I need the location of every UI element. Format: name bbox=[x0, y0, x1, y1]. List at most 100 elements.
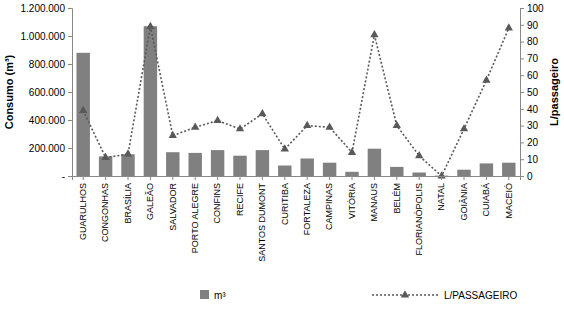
tick-mark bbox=[217, 176, 218, 180]
tick-mark bbox=[486, 176, 487, 180]
tick: 1.000.000 bbox=[21, 31, 73, 42]
bar bbox=[188, 153, 201, 176]
tick: FLORIANÓPOLIS bbox=[414, 176, 424, 256]
tick-mark bbox=[68, 120, 72, 121]
tick-label: 60 bbox=[527, 70, 539, 81]
tick-label: 90 bbox=[527, 20, 539, 31]
tick: NATAL bbox=[436, 176, 446, 211]
marker bbox=[281, 144, 289, 151]
category-label: PORTO ALEGRE bbox=[190, 183, 200, 253]
tick-label: 80 bbox=[527, 36, 539, 47]
marker bbox=[101, 153, 109, 160]
tick-label: 50 bbox=[527, 87, 539, 98]
tick-mark bbox=[520, 159, 524, 160]
tick: PORTO ALEGRE bbox=[190, 176, 200, 253]
tick: 10 bbox=[520, 154, 539, 165]
marker bbox=[460, 124, 468, 131]
tick: 30 bbox=[520, 120, 539, 131]
legend: m³ L/PASSAGEIRO bbox=[200, 290, 517, 301]
tick-mark bbox=[441, 176, 442, 180]
bar bbox=[166, 152, 179, 176]
tick: MACEIÓ bbox=[504, 176, 514, 219]
bars bbox=[76, 26, 515, 176]
marker bbox=[169, 131, 177, 138]
marker bbox=[370, 30, 378, 37]
category-label: BELÉM bbox=[392, 183, 402, 214]
tick: CAMPINAS bbox=[324, 176, 334, 230]
tick-mark bbox=[520, 142, 524, 143]
legend-item: L/PASSAGEIRO bbox=[372, 290, 517, 301]
marker bbox=[505, 23, 513, 30]
tick: GOIÂNIA bbox=[459, 176, 469, 221]
marker bbox=[415, 151, 423, 158]
tick-mark bbox=[68, 92, 72, 93]
tick-mark bbox=[128, 176, 129, 180]
legend-item: m³ bbox=[200, 290, 226, 301]
tick-mark bbox=[329, 176, 330, 180]
tick-label: 600.000 bbox=[29, 87, 66, 98]
tick: 1.200.000 bbox=[21, 3, 73, 14]
tick-label: 30 bbox=[527, 120, 539, 131]
tick: 200.000 bbox=[29, 143, 72, 154]
axis-line bbox=[68, 9, 73, 177]
x-axis: GUARULHOS CONGONHAS BRASÍLIA GALEÃO SALVADOR… bbox=[73, 176, 521, 262]
marker bbox=[482, 75, 490, 82]
bar bbox=[502, 163, 515, 176]
tick: CONGONHAS bbox=[100, 176, 110, 242]
tick-mark bbox=[262, 176, 263, 180]
tick-mark bbox=[520, 25, 524, 26]
tick: 90 bbox=[520, 20, 539, 31]
tick: BELÉM bbox=[392, 176, 402, 214]
chart: -200.000400.000600.000800.0001.000.0001.… bbox=[0, 0, 564, 312]
tick: CUIABÁ bbox=[481, 176, 491, 217]
legend-swatch bbox=[200, 290, 209, 299]
bar bbox=[121, 154, 134, 176]
category-label: SALVADOR bbox=[168, 183, 178, 231]
marker bbox=[236, 124, 244, 131]
bar bbox=[323, 163, 336, 176]
tick: 100 bbox=[520, 3, 544, 14]
category-label: FORTALEZA bbox=[302, 183, 312, 235]
tick-label: 800.000 bbox=[29, 59, 66, 70]
tick: 40 bbox=[520, 104, 539, 115]
tick-mark bbox=[520, 109, 524, 110]
tick-mark bbox=[352, 176, 353, 180]
tick: 50 bbox=[520, 87, 539, 98]
tick-mark bbox=[520, 8, 524, 9]
tick-label: 70 bbox=[527, 53, 539, 64]
tick: GUARULHOS bbox=[78, 176, 88, 240]
plot-area bbox=[76, 22, 515, 179]
category-label: MACEIÓ bbox=[504, 183, 514, 219]
marker bbox=[393, 121, 401, 128]
tick-mark bbox=[105, 176, 106, 180]
tick-mark bbox=[68, 36, 72, 37]
tick: VITÓRIA bbox=[347, 176, 357, 219]
tick-mark bbox=[172, 176, 173, 180]
marker bbox=[348, 148, 356, 155]
tick: 400.000 bbox=[29, 115, 72, 126]
bar bbox=[390, 167, 403, 176]
category-label: BRASÍLIA bbox=[123, 183, 133, 224]
marker bbox=[191, 122, 199, 129]
tick: MANAUS bbox=[369, 176, 379, 222]
legend-marker bbox=[401, 290, 409, 297]
tick: BRASÍLIA bbox=[123, 176, 133, 224]
tick: GALEÃO bbox=[145, 176, 155, 220]
legend-label: L/PASSAGEIRO bbox=[444, 290, 517, 301]
bar bbox=[480, 163, 493, 176]
tick-mark bbox=[520, 126, 524, 127]
y2-axis: 0102030405060708090100 bbox=[520, 3, 544, 182]
y-axis: -200.000400.000600.000800.0001.000.0001.… bbox=[21, 3, 73, 182]
marker bbox=[303, 121, 311, 128]
marker bbox=[258, 109, 266, 116]
tick-mark bbox=[464, 176, 465, 180]
marker bbox=[325, 122, 333, 129]
axis-line bbox=[73, 177, 521, 181]
legend-label: m³ bbox=[214, 290, 226, 301]
tick-mark bbox=[68, 148, 72, 149]
tick-mark bbox=[240, 176, 241, 180]
category-label: VITÓRIA bbox=[347, 183, 357, 219]
tick: 20 bbox=[520, 137, 539, 148]
tick: CONFINS bbox=[212, 176, 222, 224]
category-label: CURITIBA bbox=[280, 183, 290, 225]
